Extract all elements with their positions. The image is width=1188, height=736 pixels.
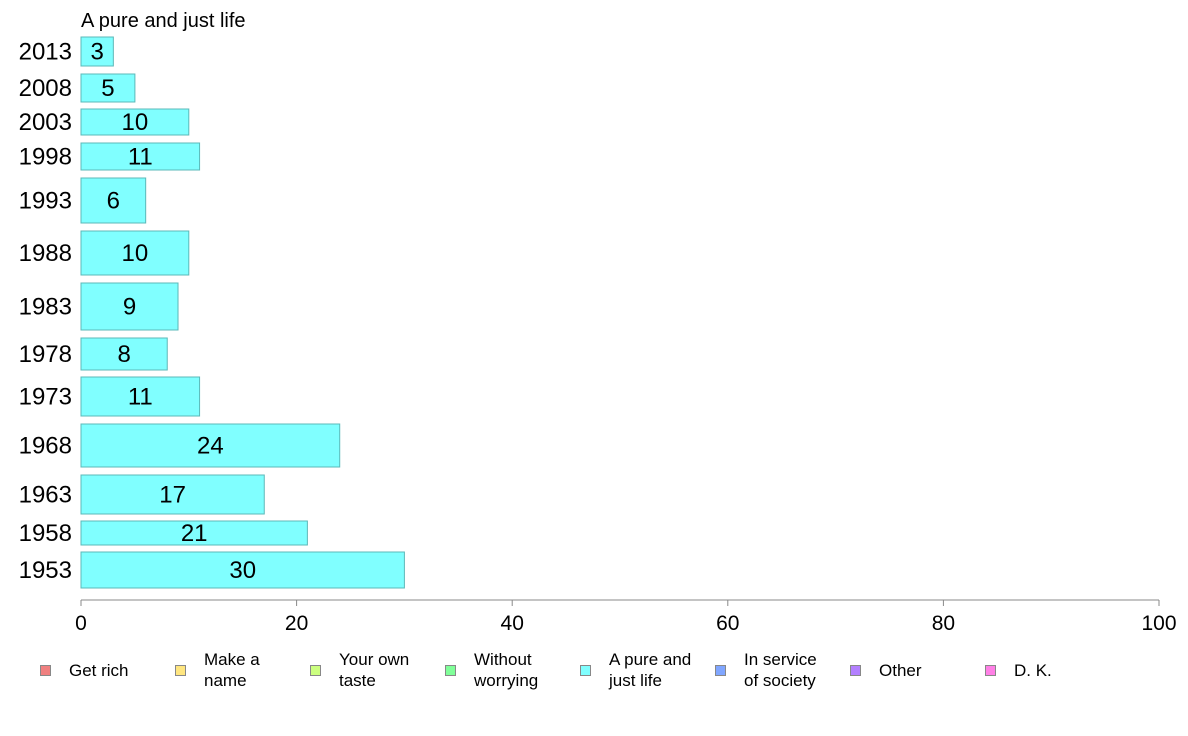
chart-title: A pure and just life <box>81 10 246 32</box>
value-label-1983: 9 <box>123 294 136 321</box>
bar-1953 <box>80 551 405 589</box>
legend-swatch <box>850 664 861 676</box>
legend-label: Make a name <box>204 650 260 690</box>
legend-item-a-pure-and-just-life: A pure and just life <box>580 648 704 692</box>
category-label-1983: 1983 <box>19 294 72 321</box>
legend: Get rich Make a name Your own taste With… <box>0 648 1188 698</box>
bar-1998 <box>80 142 201 171</box>
bar-1968 <box>80 423 341 468</box>
value-label-1988: 10 <box>122 240 149 267</box>
category-label-1973: 1973 <box>19 384 72 411</box>
value-label-2003: 10 <box>122 109 149 136</box>
category-label-1993: 1993 <box>19 188 72 215</box>
legend-swatch <box>580 664 591 676</box>
category-label-2013: 2013 <box>19 39 72 66</box>
bar-1983 <box>80 282 179 331</box>
legend-item-your-own-taste: Your own taste <box>310 648 421 692</box>
category-label-1958: 1958 <box>19 520 72 547</box>
category-label-1953: 1953 <box>19 557 72 584</box>
legend-label: Other <box>879 660 922 680</box>
x-tick-label-100: 100 <box>1141 612 1176 635</box>
bar-1973 <box>80 376 201 417</box>
legend-item-other: Other <box>850 648 922 692</box>
category-label-2008: 2008 <box>19 75 72 102</box>
bars-group: 2013 3 2008 5 2003 10 1998 11 1993 6 1988 10 1983 9 19… <box>19 36 405 589</box>
legend-swatch <box>40 664 51 676</box>
legend-swatch <box>445 664 456 676</box>
category-label-1968: 1968 <box>19 433 72 460</box>
x-tick-label-0: 0 <box>75 612 87 635</box>
legend-item-make-a-name: Make a name <box>175 648 274 692</box>
value-label-1968: 24 <box>197 433 224 460</box>
value-label-2008: 5 <box>101 75 114 102</box>
category-label-1978: 1978 <box>19 341 72 368</box>
value-label-1978: 8 <box>117 341 130 368</box>
value-label-2013: 3 <box>90 39 103 66</box>
bar-1988 <box>80 230 190 276</box>
legend-swatch <box>175 664 186 676</box>
bar-2003 <box>80 108 190 136</box>
legend-label: Without worrying <box>474 650 539 690</box>
bar-1958 <box>80 520 308 546</box>
bar-1963 <box>80 474 265 515</box>
legend-swatch <box>715 664 726 676</box>
legend-label: Your own taste <box>339 650 410 690</box>
bar-2013 <box>80 36 114 67</box>
bar-2008 <box>80 73 136 103</box>
x-axis: 0 20 40 60 80 100 <box>75 599 1177 635</box>
legend-item-in-service-of-society: In service of society <box>715 648 829 692</box>
value-label-1963: 17 <box>159 482 186 509</box>
value-label-1958: 21 <box>181 520 208 547</box>
x-tick-label-40: 40 <box>501 612 524 635</box>
bar-1978 <box>80 337 168 371</box>
category-label-1963: 1963 <box>19 482 72 509</box>
x-tick-label-80: 80 <box>932 612 955 635</box>
legend-label: In service of society <box>744 650 817 690</box>
legend-item-without-worrying: Without worrying <box>445 648 554 692</box>
value-label-1993: 6 <box>107 188 120 215</box>
bar-1993 <box>80 177 147 224</box>
legend-swatch <box>985 664 996 676</box>
category-label-2003: 2003 <box>19 109 72 136</box>
legend-label: A pure and just life <box>609 650 692 690</box>
legend-swatch <box>310 664 321 676</box>
legend-label: Get rich <box>69 660 129 680</box>
x-tick-label-60: 60 <box>716 612 739 635</box>
category-label-1988: 1988 <box>19 240 72 267</box>
legend-label: D. K. <box>1014 660 1052 680</box>
x-tick-label-20: 20 <box>285 612 308 635</box>
value-label-1998: 11 <box>128 144 153 171</box>
value-label-1953: 30 <box>229 557 256 584</box>
legend-item-dk: D. K. <box>985 648 1052 692</box>
legend-item-get-rich: Get rich <box>40 648 129 692</box>
value-label-1973: 11 <box>128 384 153 411</box>
category-label-1998: 1998 <box>19 144 72 171</box>
